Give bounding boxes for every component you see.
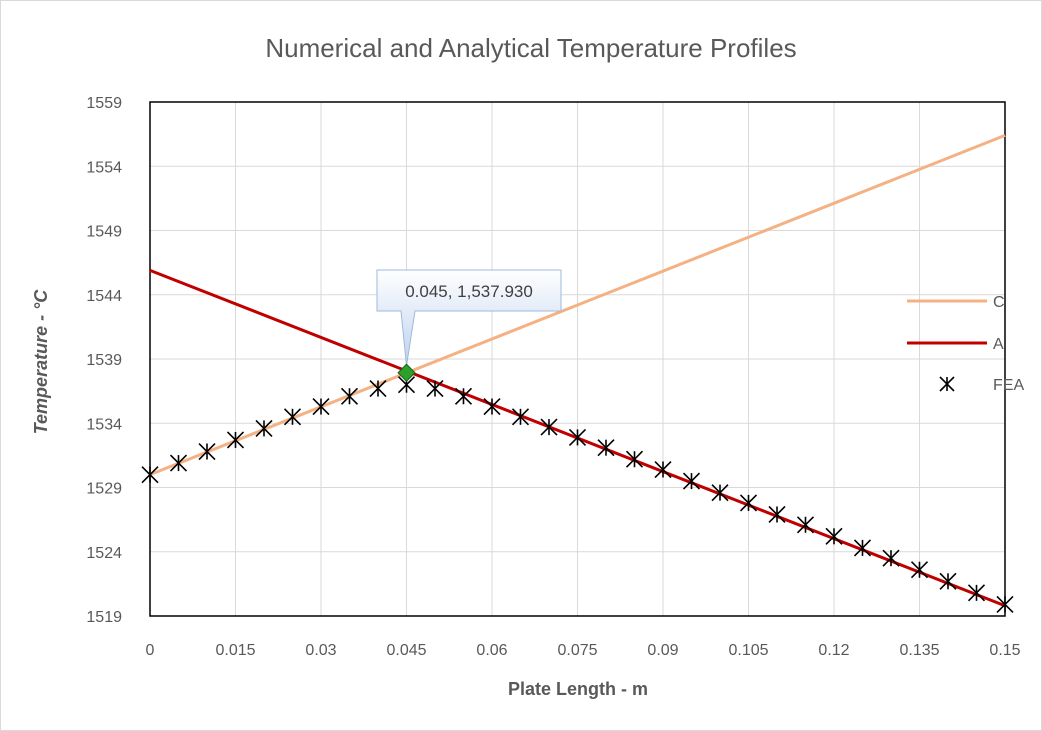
fea-markers	[141, 376, 1014, 614]
fea-marker	[682, 472, 701, 490]
legend-label: A	[993, 336, 1004, 353]
data-callout: 0.045, 1,537.930	[376, 269, 562, 382]
callout-box	[376, 269, 562, 366]
fea-marker	[853, 539, 872, 557]
plot-area	[149, 101, 1006, 617]
fea-marker	[967, 584, 986, 602]
x-tick-label: 0.015	[215, 642, 255, 659]
x-tick-labels: 0 0.015 0.03 0.045 0.06 0.075 0.09 0.105 0.12 0.1…	[146, 642, 1021, 659]
fea-marker	[654, 460, 672, 479]
y-tick-label: 1534	[86, 416, 122, 433]
callout-label: 0.045, 1,537.930	[405, 282, 533, 301]
legend: C A FEA	[907, 294, 1024, 394]
fea-marker	[825, 527, 843, 545]
x-axis-title: Plate Length - m	[508, 679, 648, 699]
fea-marker	[711, 484, 729, 502]
fea-marker	[141, 466, 159, 484]
legend-item-C: C	[907, 294, 1005, 311]
fea-marker	[996, 595, 1014, 614]
fea-marker	[340, 387, 359, 405]
fea-marker	[796, 516, 815, 534]
fea-marker	[369, 379, 387, 398]
x-tick-label: 0.12	[818, 642, 849, 659]
chart-title: Numerical and Analytical Temperature Pro…	[265, 33, 796, 63]
x-tick-label: 0.09	[647, 642, 678, 659]
y-tick-label: 1549	[86, 224, 122, 241]
x-tick-label: 0	[146, 642, 155, 659]
fea-marker	[768, 505, 786, 524]
fea-marker	[739, 494, 758, 512]
fea-marker	[226, 431, 245, 449]
fea-marker	[597, 439, 615, 457]
y-tick-labels: 1519 1524 1529 1534 1539 1544 1549 1554 1559	[86, 95, 122, 626]
x-tick-label: 0.045	[386, 642, 426, 659]
fea-marker	[312, 397, 330, 416]
y-tick-label: 1539	[86, 352, 122, 369]
fea-marker	[511, 408, 530, 426]
legend-label: FEA	[993, 377, 1024, 394]
fea-marker	[625, 450, 644, 468]
highlight-point	[397, 363, 416, 382]
y-tick-label: 1524	[86, 545, 122, 562]
legend-label: C	[993, 294, 1005, 311]
fea-marker	[198, 442, 216, 461]
fea-marker	[255, 419, 273, 437]
fea-marker	[169, 454, 188, 472]
gridlines	[149, 101, 1006, 617]
plot-border	[149, 101, 1006, 617]
legend-item-FEA: FEA	[939, 376, 1024, 394]
fea-marker	[882, 549, 900, 567]
fea-marker	[483, 397, 501, 416]
x-tick-label: 0.03	[305, 642, 336, 659]
x-tick-label: 0.075	[557, 642, 597, 659]
y-tick-label: 1544	[86, 288, 122, 305]
x-tick-label: 0.135	[899, 642, 939, 659]
fea-marker	[283, 408, 302, 426]
y-tick-label: 1559	[86, 95, 122, 112]
legend-item-A: A	[907, 336, 1004, 353]
y-tick-label: 1554	[86, 159, 122, 176]
y-axis-title: Temperature - °C	[31, 289, 51, 435]
fea-marker	[426, 379, 444, 398]
fea-marker	[540, 418, 558, 436]
fea-marker	[910, 561, 929, 579]
fea-marker	[568, 428, 587, 446]
fea-marker	[939, 572, 957, 590]
x-tick-label: 0.06	[476, 642, 507, 659]
fea-marker	[454, 387, 473, 405]
y-tick-label: 1519	[86, 609, 122, 626]
x-tick-label: 0.15	[989, 642, 1020, 659]
y-tick-label: 1529	[86, 481, 122, 498]
x-tick-label: 0.105	[728, 642, 768, 659]
